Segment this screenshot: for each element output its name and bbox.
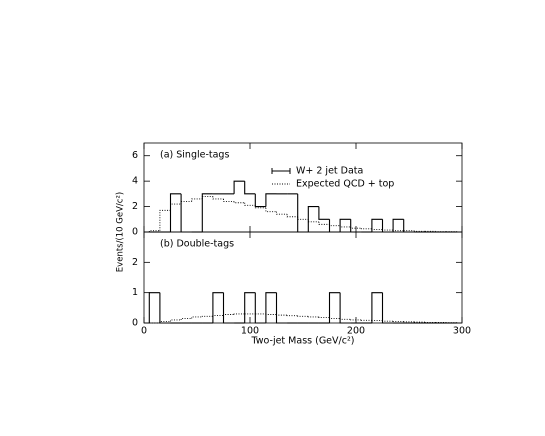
- histogram-bin: [233, 313, 245, 315]
- panel-label: (a) Single-tags: [160, 150, 229, 161]
- y-tick-label: 1: [132, 287, 138, 298]
- histogram-bin: [265, 313, 277, 315]
- histogram-bin: [169, 193, 182, 232]
- histogram-bin: [180, 193, 192, 233]
- histogram-bin: [222, 292, 235, 324]
- histogram-bin: [265, 292, 277, 323]
- histogram-bin: [275, 292, 288, 324]
- y-tick-label: 6: [132, 150, 138, 161]
- histogram-bin: [223, 314, 235, 316]
- histogram-bin: [339, 318, 351, 320]
- histogram-bin: [307, 219, 319, 223]
- histogram-bin: [297, 193, 309, 233]
- histogram-bin: [223, 198, 235, 202]
- histogram-bin: [159, 292, 171, 324]
- histogram-bin: [244, 292, 256, 323]
- histogram-bin: [244, 181, 256, 195]
- histogram-bin: [339, 225, 351, 228]
- histogram-bin: [254, 193, 266, 208]
- histogram-bin: [339, 218, 351, 232]
- histogram-bin: [159, 321, 171, 323]
- x-tick-label: 300: [453, 326, 471, 337]
- histogram-bin: [371, 218, 383, 232]
- histogram-bin: [350, 226, 362, 229]
- histogram-bin: [445, 322, 458, 324]
- histogram-bin: [329, 317, 341, 319]
- histogram-bin: [318, 221, 330, 225]
- histogram-bin: [201, 193, 213, 232]
- histogram-bin: [201, 195, 213, 199]
- legend-label: Expected QCD + top: [296, 179, 394, 190]
- histogram-bin: [307, 206, 319, 232]
- histogram-bin: [170, 203, 182, 211]
- histogram-bin: [201, 315, 213, 317]
- histogram-bin: [265, 207, 277, 213]
- histogram-bin: [265, 193, 277, 207]
- histogram-bin: [148, 230, 160, 232]
- histogram-bin: [382, 229, 394, 231]
- histogram-bin: [286, 214, 298, 218]
- histogram-bin: [244, 202, 256, 206]
- legend-label: W+ 2 jet Data: [296, 166, 363, 177]
- histogram-bin: [276, 211, 288, 215]
- y-tick-label: 2: [132, 257, 138, 268]
- histogram-bin: [329, 224, 341, 227]
- histogram-bin: [328, 292, 341, 323]
- histogram-bin: [233, 180, 245, 194]
- y-tick-label: 0: [132, 227, 138, 238]
- histogram-bin: [350, 319, 362, 321]
- histogram-bin: [318, 316, 330, 318]
- y-tick-label: 4: [132, 176, 138, 187]
- y-tick-label: 0: [132, 318, 138, 329]
- histogram-bin: [381, 292, 394, 324]
- histogram-bin: [413, 230, 425, 232]
- histogram-bin: [212, 314, 224, 317]
- histogram-bin: [170, 319, 182, 322]
- histogram-bin: [276, 314, 288, 316]
- histogram-bin: [297, 315, 309, 317]
- histogram-bin: [371, 292, 383, 323]
- histogram-bin: [392, 230, 404, 232]
- histogram-bin: [297, 216, 309, 220]
- histogram-bin: [360, 228, 372, 230]
- y-axis-label: Events/(10 GeV/c²): [116, 192, 126, 272]
- x-tick-label: 100: [241, 326, 259, 337]
- histogram-bin: [180, 318, 192, 320]
- histogram-bin: [403, 219, 415, 233]
- histogram-bin: [254, 205, 266, 209]
- histogram-bin: [233, 201, 245, 204]
- histogram-bin: [318, 206, 330, 220]
- histogram-bin: [254, 292, 266, 324]
- histogram-bin: [307, 316, 319, 318]
- histogram-bin: [191, 316, 203, 319]
- histogram-bin: [212, 196, 224, 200]
- x-tick-label: 0: [141, 326, 147, 337]
- x-axis-label: Two-jet Mass (GeV/c²): [251, 336, 355, 347]
- histogram-bin: [286, 315, 298, 317]
- histogram-bin: [382, 320, 394, 322]
- histogram-bin: [339, 292, 351, 324]
- histogram-bin: [180, 201, 192, 205]
- panel-label: (b) Double-tags: [160, 239, 234, 250]
- histogram-bin: [371, 228, 383, 230]
- histogram-bin: [159, 209, 171, 231]
- x-tick-label: 200: [347, 326, 365, 337]
- histogram-bin: [148, 292, 160, 323]
- histogram-bin: [212, 292, 224, 323]
- y-tick-label: 2: [132, 201, 138, 212]
- histogram-bin: [392, 218, 404, 232]
- histogram-bin: [191, 198, 203, 202]
